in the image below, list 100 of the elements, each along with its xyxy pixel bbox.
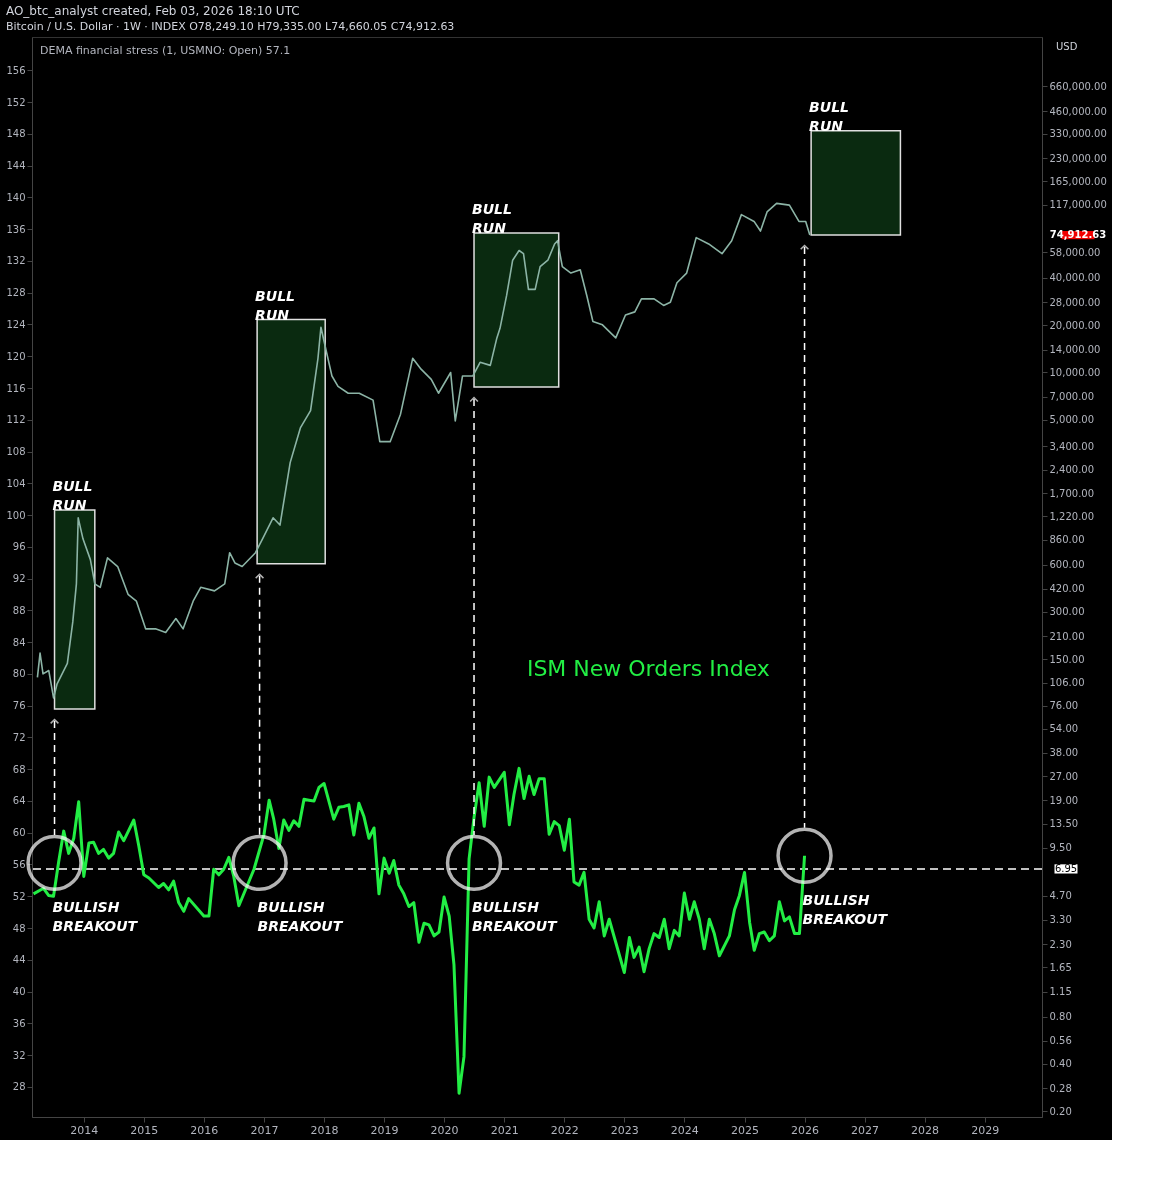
x-tick-label: 2023 [610, 1123, 639, 1137]
chart-title: AO_btc_analyst created, Feb 03, 2026 18:10 UTC [5, 4, 300, 18]
y-tick-label: 72 [12, 731, 26, 743]
x-tick-label: 2026 [791, 1123, 820, 1137]
y-tick-label: 56 [12, 858, 26, 870]
y-tick-label: 100 [6, 509, 26, 521]
y2-tick-label: 28,000.00 [1049, 296, 1101, 308]
y2-tick-label: 38.00 [1049, 747, 1079, 759]
x-tick-label: 2029 [971, 1123, 1000, 1137]
y2-tick-label: 27.00 [1049, 770, 1079, 782]
y2-tick-label: 0.28 [1049, 1082, 1072, 1094]
chart-subtitle: Bitcoin / U.S. Dollar · 1W · INDEX O78,249.10 H79,335.00 L74,660.05 C74,912.63 [5, 20, 455, 33]
y-tick-label: 104 [6, 477, 26, 489]
y2-tick-label: 54.00 [1049, 723, 1079, 735]
y2-tick-label: 40,000.00 [1049, 272, 1101, 284]
y-tick-label: 40 [12, 986, 26, 998]
y-tick-label: 148 [6, 128, 26, 140]
x-tick-label: 2021 [490, 1123, 519, 1137]
y2-tick-label: 150.00 [1049, 653, 1085, 665]
y-tick-label: 136 [6, 223, 26, 235]
y2-tick-label: 9.50 [1049, 842, 1072, 854]
band-label: BULL RUN [52, 478, 93, 514]
y2-tick-label: 1,700.00 [1049, 487, 1095, 499]
y2-tick-label: 2.30 [1049, 938, 1072, 950]
y-tick-label: 32 [12, 1049, 26, 1061]
y2-tick-label: 420.00 [1049, 583, 1085, 595]
y2-tick-label: 1.15 [1049, 986, 1072, 998]
y-tick-label: 52 [12, 890, 26, 902]
line-series [36, 202, 811, 699]
text: USD [1056, 41, 1078, 52]
annotation: BULLISH BREAKOUT [257, 898, 344, 934]
y-tick-label: 96 [12, 541, 26, 553]
y-tick-label: 152 [6, 96, 26, 108]
annotation: BULLISH BREAKOUT [472, 898, 559, 934]
y-tick-label: 28 [12, 1081, 26, 1093]
x-tick-label: 2015 [130, 1123, 159, 1137]
y2-tick-label: 7,000.00 [1049, 391, 1095, 403]
x-tick-label: 2027 [851, 1123, 880, 1137]
y2-tick-label: 0.20 [1049, 1105, 1072, 1117]
y-tick-label: 64 [12, 795, 26, 807]
y2-tick-label: 0.40 [1049, 1058, 1072, 1070]
y2-tick-label: 14,000.00 [1049, 344, 1101, 356]
annotation: DEMA financial stress (1, USMNO: Open) 57.1 [40, 44, 291, 57]
x-tick-label: 2022 [550, 1123, 579, 1137]
y-tick-label: 132 [6, 255, 26, 267]
x-tick-label: 2019 [370, 1123, 399, 1137]
y-tick-label: 36 [12, 1017, 26, 1029]
y2-tick-label: 3.30 [1049, 914, 1072, 926]
y-tick-label: 80 [12, 668, 26, 680]
y2-tick-label: 660,000.00 [1049, 80, 1107, 92]
y2-tick-label: 10,000.00 [1049, 366, 1101, 378]
y-tick-label: 116 [6, 382, 26, 394]
y-tick-label: 68 [12, 763, 26, 775]
band-label: BULL RUN [472, 200, 512, 236]
y2-tick-label: 2,400.00 [1049, 464, 1095, 476]
y-tick-label: 120 [6, 350, 26, 362]
y2-tick-label: 165,000.00 [1049, 175, 1107, 187]
x-tick-label: 2014 [70, 1123, 99, 1137]
y2-tick-label: 58,000.00 [1049, 246, 1101, 258]
y2-tick-label: 13.50 [1049, 818, 1079, 830]
y-tick-label: 156 [6, 64, 26, 76]
y-tick-label: 84 [12, 636, 26, 648]
y2-tick-label: 117,000.00 [1049, 199, 1107, 211]
y2-tick-label: 300.00 [1049, 606, 1085, 618]
x-tick-label: 2025 [731, 1123, 760, 1137]
text: ISM New Orders Index [526, 655, 770, 681]
y-tick-label: 144 [6, 160, 26, 172]
x-tick-label: 2018 [310, 1123, 339, 1137]
y2-tick-label: 600.00 [1049, 559, 1085, 571]
x-tick-label: 2016 [190, 1123, 219, 1137]
x-tick-label: 2020 [430, 1123, 459, 1137]
y-tick-label: 92 [12, 573, 26, 585]
x-tick-label: 2017 [250, 1123, 279, 1137]
y2-tick-label: 20,000.00 [1049, 319, 1101, 331]
y2-tick-label: 5,000.00 [1049, 414, 1095, 426]
y-tick-label: 44 [12, 954, 26, 966]
y2-tick-label: 76.00 [1049, 700, 1079, 712]
x-tick-label: 2024 [670, 1123, 699, 1137]
y-tick-label: 88 [12, 604, 26, 616]
y2-tick-label: 330,000.00 [1049, 128, 1107, 140]
y2-tick-label: 0.56 [1049, 1035, 1072, 1047]
x-tick-label: 2028 [911, 1123, 940, 1137]
annotation: BULLISH BREAKOUT [52, 898, 139, 934]
y2-tick-label: 460,000.00 [1049, 105, 1107, 117]
y2-tick-label: 3,400.00 [1049, 440, 1095, 452]
y-tick-label: 108 [6, 446, 26, 458]
y2-tick-label: 1.65 [1049, 961, 1072, 973]
y2-tick-label: 210.00 [1049, 630, 1085, 642]
annotation: BULLISH BREAKOUT [802, 891, 889, 927]
y-tick-label: 124 [6, 318, 26, 330]
y-tick-label: 60 [12, 827, 26, 839]
band-label: BULL RUN [255, 287, 296, 323]
y2-tick-label: 4.70 [1049, 890, 1072, 902]
y-tick-label: 48 [12, 922, 26, 934]
y-tick-label: 128 [6, 287, 26, 299]
y-tick-label: 112 [6, 414, 26, 426]
y2-tick-label: 1,220.00 [1049, 510, 1095, 522]
band-label: BULL RUN [809, 98, 850, 134]
y2-tick-label: 0.80 [1049, 1011, 1072, 1023]
y2-tick-label: 19.00 [1049, 794, 1079, 806]
